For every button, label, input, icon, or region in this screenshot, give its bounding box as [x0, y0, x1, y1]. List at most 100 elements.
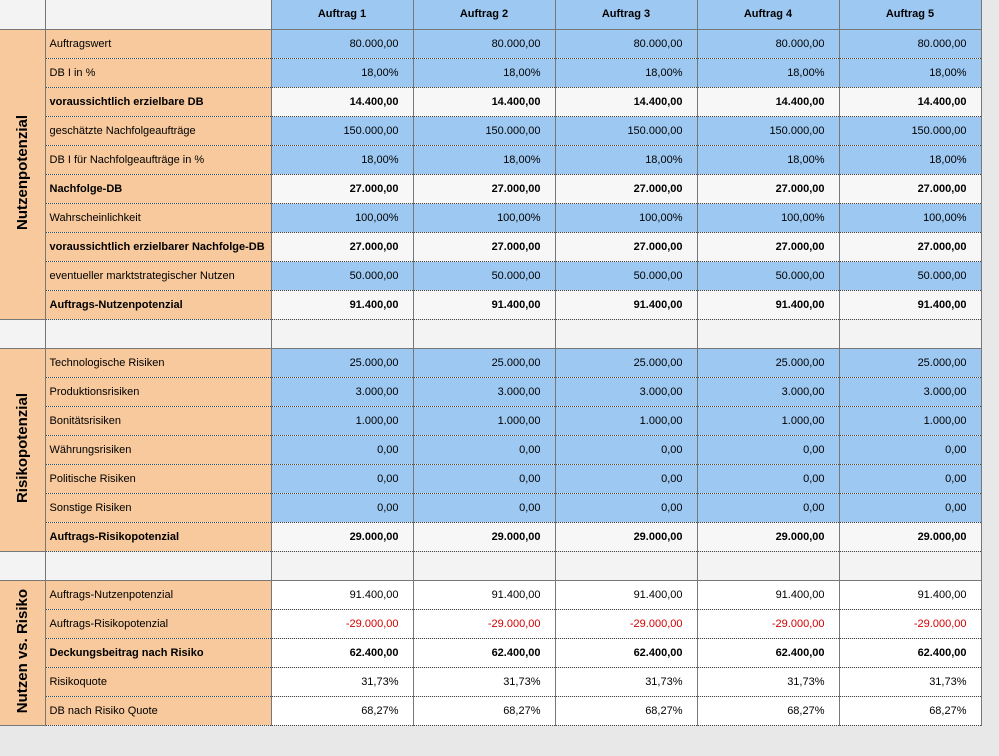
data-row: voraussichtlich erzielbare DB 14.400,00 14… [0, 87, 982, 117]
section-title: Nutzenpotenzial [13, 115, 31, 230]
data-row: Bonitätsrisiken 1.000,00 1.000,00 1.000,00 1… [0, 406, 982, 436]
spacer-cell [45, 551, 272, 581]
value-cell: 27.000,00 [413, 232, 556, 262]
row-label: Risikoquote [44, 667, 272, 697]
section-label: Nutzen vs. Risiko [0, 580, 46, 726]
value-cell: 80.000,00 [413, 29, 556, 59]
data-row: Produktionsrisiken 3.000,00 3.000,00 3.000,… [0, 377, 982, 407]
row-label: Deckungsbeitrag nach Risiko [44, 638, 272, 668]
spacer-cell [839, 551, 982, 581]
spacer-cell [555, 319, 698, 349]
value-cell: 91.400,00 [697, 290, 840, 320]
value-cell: -29.000,00 [839, 609, 982, 639]
value-cell: 29.000,00 [271, 522, 414, 552]
value-cell: 27.000,00 [839, 174, 982, 204]
value-cell: 0,00 [697, 464, 840, 494]
value-cell: 50.000,00 [697, 261, 840, 291]
value-cell: 68,27% [271, 696, 414, 726]
section-title: Nutzen vs. Risiko [13, 588, 31, 714]
value-cell: 0,00 [555, 435, 698, 465]
value-cell: 18,00% [839, 58, 982, 88]
value-cell: 0,00 [555, 493, 698, 523]
value-cell: 29.000,00 [839, 522, 982, 552]
row-label: geschätzte Nachfolgeaufträge [44, 116, 272, 146]
value-cell: 0,00 [413, 464, 556, 494]
value-cell: 0,00 [271, 435, 414, 465]
row-label: Auftrags-Nutzenpotenzial [44, 290, 272, 320]
value-cell: 0,00 [271, 464, 414, 494]
section-title: Risikopotenzial [13, 392, 31, 504]
data-row: Risikoquote 31,73% 31,73% 31,73% 31,73% 31,73… [0, 667, 982, 697]
row-label: Politische Risiken [44, 464, 272, 494]
value-cell: 25.000,00 [697, 348, 840, 378]
data-row: Auftrags-Risikopotenzial 29.000,00 29.000,… [0, 522, 982, 552]
value-cell: 100,00% [697, 203, 840, 233]
row-label: DB I in % [44, 58, 272, 88]
value-cell: 91.400,00 [413, 580, 556, 610]
data-row: Risikopotenzial Technologische Risiken 25.… [0, 348, 982, 552]
spacer-cell [0, 319, 46, 349]
value-cell: 3.000,00 [413, 377, 556, 407]
spacer-cell [413, 551, 556, 581]
value-cell: 3.000,00 [697, 377, 840, 407]
data-row: Auftrags-Nutzenpotenzial 91.400,00 91.400,… [0, 290, 982, 320]
value-cell: 18,00% [271, 58, 414, 88]
value-cell: 100,00% [413, 203, 556, 233]
data-row: DB I für Nachfolgeaufträge in % 18,00% 18,… [0, 145, 982, 175]
value-cell: 18,00% [839, 145, 982, 175]
data-row: DB I in % 18,00% 18,00% 18,00% 18,00% 18,00% [0, 58, 982, 88]
value-cell: 91.400,00 [555, 290, 698, 320]
row-label: Sonstige Risiken [44, 493, 272, 523]
value-cell: 18,00% [555, 58, 698, 88]
value-cell: 0,00 [413, 435, 556, 465]
value-cell: 80.000,00 [839, 29, 982, 59]
value-cell: 150.000,00 [413, 116, 556, 146]
value-cell: 18,00% [555, 145, 698, 175]
value-cell: 50.000,00 [413, 261, 556, 291]
data-row: DB nach Risiko Quote 68,27% 68,27% 68,27% 68… [0, 696, 982, 726]
value-cell: 27.000,00 [271, 232, 414, 262]
row-label: voraussichtlich erzielbare DB [44, 87, 272, 117]
value-cell: 0,00 [555, 464, 698, 494]
spacer-cell [839, 319, 982, 349]
section-label: Nutzenpotenzial [0, 29, 46, 320]
value-cell: 25.000,00 [271, 348, 414, 378]
value-cell: 62.400,00 [271, 638, 414, 668]
value-cell: 0,00 [839, 464, 982, 494]
value-cell: 27.000,00 [697, 232, 840, 262]
value-cell: 27.000,00 [271, 174, 414, 204]
value-cell: 62.400,00 [413, 638, 556, 668]
value-cell: 27.000,00 [697, 174, 840, 204]
section-label: Risikopotenzial [0, 348, 46, 552]
value-cell: 31,73% [839, 667, 982, 697]
value-cell: 14.400,00 [555, 87, 698, 117]
value-cell: 50.000,00 [555, 261, 698, 291]
value-cell: 50.000,00 [839, 261, 982, 291]
data-row: Nutzenpotenzial Auftragswert 80.000,00 80.0… [0, 29, 982, 320]
spacer-row [0, 551, 982, 581]
spreadsheet: Auftrag 1 Auftrag 2 Auftrag 3 Auftrag 4 Auft… [0, 0, 982, 726]
data-row: voraussichtlich erzielbarer Nachfolge-DB… [0, 232, 982, 262]
value-cell: 1.000,00 [413, 406, 556, 436]
value-cell: 27.000,00 [413, 174, 556, 204]
row-label: Technologische Risiken [44, 348, 272, 378]
value-cell: 31,73% [413, 667, 556, 697]
row-label: Auftrags-Nutzenpotenzial [44, 580, 272, 610]
spacer-cell [413, 319, 556, 349]
value-cell: 91.400,00 [555, 580, 698, 610]
column-header: Auftrag 1 [271, 0, 414, 30]
row-label: eventueller marktstrategischer Nutzen [44, 261, 272, 291]
row-label: DB I für Nachfolgeaufträge in % [44, 145, 272, 175]
value-cell: 0,00 [697, 493, 840, 523]
value-cell: -29.000,00 [697, 609, 840, 639]
value-cell: 18,00% [271, 145, 414, 175]
value-cell: 3.000,00 [555, 377, 698, 407]
value-cell: 91.400,00 [413, 290, 556, 320]
value-cell: 80.000,00 [555, 29, 698, 59]
value-cell: 80.000,00 [271, 29, 414, 59]
data-row: Sonstige Risiken 0,00 0,00 0,00 0,00 0,00 [0, 493, 982, 523]
value-cell: 29.000,00 [413, 522, 556, 552]
data-row: Politische Risiken 0,00 0,00 0,00 0,00 0,00 [0, 464, 982, 494]
value-cell: 1.000,00 [697, 406, 840, 436]
